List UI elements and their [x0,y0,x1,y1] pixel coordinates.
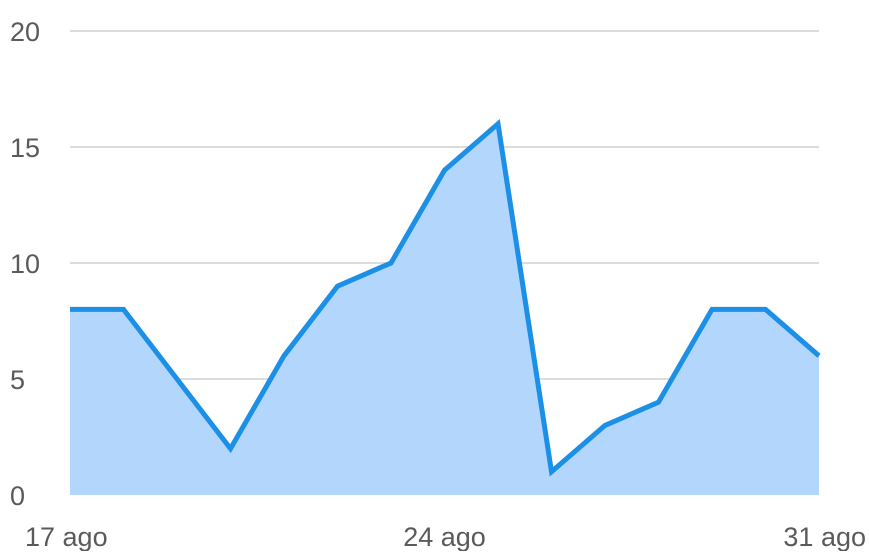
series-line [70,118,821,477]
x-axis-tick-labels: 17 ago 24 ago 31 ago [25,522,866,552]
x-tick-label-1: 24 ago [403,522,486,551]
x-tick-label-2: 31 ago [783,522,866,551]
y-tick-label-5: 5 [10,365,25,395]
x-tick-label-0: 17 ago [25,522,108,551]
series-area-fill [70,123,819,496]
y-tick-label-20: 20 [10,17,40,47]
y-tick-label-10: 10 [10,249,40,279]
series-line-layer [70,118,821,477]
area-fill-layer [70,123,819,496]
y-tick-label-15: 15 [10,133,40,163]
y-tick-label-0: 0 [10,481,25,511]
y-axis-tick-labels: 0 5 10 15 20 [10,17,40,511]
